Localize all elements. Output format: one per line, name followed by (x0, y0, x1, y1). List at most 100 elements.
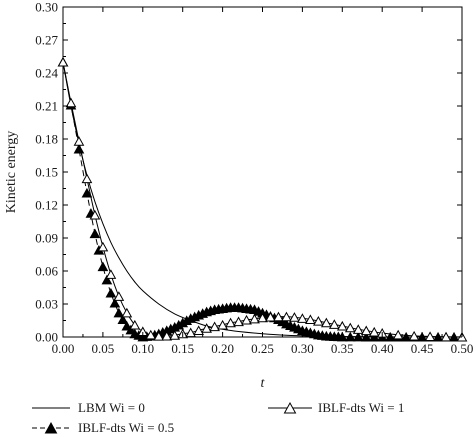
filled-triangle-marker (109, 297, 121, 308)
open-triangle-marker (289, 312, 300, 322)
y-tick-label: 0.06 (35, 264, 58, 279)
filled-triangle-marker (117, 314, 129, 324)
open-triangle-marker (225, 317, 236, 328)
legend-label: IBLF-dts Wi = 1 (318, 400, 404, 415)
legend-label: LBM Wi = 0 (78, 400, 145, 415)
plot-area-border (62, 6, 463, 338)
legend: LBM Wi = 0 IBLF-dts Wi = 0.5 IBLF-dts Wi =… (32, 400, 404, 435)
legend-item-1: LBM Wi = 0 (32, 400, 145, 415)
x-tick-label: 0.40 (371, 341, 394, 356)
open-triangle-marker (305, 314, 316, 324)
legend-label: IBLF-dts Wi = 0.5 (78, 420, 174, 435)
open-triangle-marker (336, 320, 348, 331)
legend-filled-triangle-marker (44, 422, 58, 434)
open-triangle-marker (249, 313, 260, 324)
open-triangle-marker (320, 317, 332, 328)
filled-triangle-marker (448, 331, 460, 342)
x-tick-label: 0.00 (52, 341, 75, 356)
filled-triangle-marker (352, 331, 364, 342)
filled-triangle-marker (360, 331, 372, 342)
plot-frame (62, 6, 463, 338)
filled-triangle-marker (97, 261, 109, 272)
open-triangle-marker (328, 319, 340, 329)
open-triangle-marker (360, 325, 372, 336)
y-tick-label: 0.24 (35, 66, 58, 81)
open-triangle-marker (105, 269, 117, 279)
x-tick-label: 0.35 (331, 341, 354, 356)
axis-ticks: 0.00 0.05 0.10 0.15 0.20 0.25 0.30 0.35 0.40 0.45… (35, 0, 473, 356)
open-triangle-marker (273, 311, 284, 322)
open-triangle-marker (233, 316, 244, 327)
open-triangle-marker (73, 136, 85, 146)
open-triangle-marker (368, 326, 380, 337)
filled-triangle-marker (105, 287, 117, 298)
legend-open-triangle-marker (283, 402, 297, 414)
open-triangle-marker (57, 56, 69, 67)
open-triangle-marker (65, 97, 77, 108)
series-markers (57, 56, 468, 342)
series-line-2 (62, 61, 462, 338)
filled-triangle-marker (113, 307, 125, 318)
filled-triangle-marker (89, 228, 101, 239)
open-triangle-marker (344, 322, 356, 333)
x-tick-label: 0.15 (171, 341, 194, 356)
x-tick-label: 0.30 (291, 341, 314, 356)
y-tick-label: 0.03 (35, 297, 58, 312)
open-triangle-marker (193, 325, 205, 335)
open-triangle-marker (352, 324, 364, 334)
open-triangle-marker (201, 323, 212, 333)
x-axis-title: t (261, 376, 266, 391)
open-triangle-marker (297, 313, 308, 323)
open-triangle-marker (424, 331, 436, 341)
open-triangle-marker (161, 330, 173, 341)
open-triangle-marker (281, 311, 292, 322)
series-lines (62, 61, 463, 338)
open-triangle-marker (313, 315, 324, 326)
legend-item-2: IBLF-dts Wi = 0.5 (32, 420, 174, 435)
open-triangle-marker (113, 291, 125, 301)
x-tick-label: 0.45 (411, 341, 434, 356)
open-triangle-marker (81, 173, 93, 184)
x-tick-label: 0.05 (92, 341, 115, 356)
x-tick-label: 0.20 (211, 341, 234, 356)
y-tick-label: 0.18 (35, 132, 58, 147)
x-tick-label: 0.25 (251, 341, 274, 356)
open-triangle-marker (169, 330, 181, 340)
y-tick-label: 0.00 (35, 330, 58, 345)
open-triangle-marker (97, 241, 109, 252)
y-tick-label: 0.30 (35, 0, 58, 15)
filled-triangle-marker (432, 331, 444, 342)
legend-item-3: IBLF-dts Wi = 1 (268, 400, 404, 415)
open-triangle-marker (217, 319, 228, 330)
open-triangle-marker (241, 314, 252, 325)
series-line-3 (62, 61, 463, 338)
y-tick-label: 0.12 (35, 198, 58, 213)
filled-triangle-marker (384, 331, 396, 342)
open-triangle-marker (408, 330, 420, 341)
y-axis-title: Kinetic energy (4, 131, 19, 214)
x-tick-label: 0.10 (131, 341, 154, 356)
y-tick-label: 0.15 (35, 165, 58, 180)
open-triangle-marker (265, 311, 276, 322)
open-triangle-marker (121, 307, 133, 318)
x-tick-label: 0.50 (451, 341, 474, 356)
open-triangle-marker (440, 331, 452, 342)
open-triangle-marker (153, 331, 165, 341)
y-tick-label: 0.21 (35, 99, 58, 114)
open-triangle-marker (145, 329, 157, 340)
filled-triangle-marker (73, 143, 85, 154)
open-triangle-marker (392, 329, 404, 340)
filled-triangle-marker (344, 331, 356, 342)
filled-triangle-marker (101, 274, 113, 285)
open-triangle-marker (257, 312, 268, 323)
open-triangle-marker (89, 209, 101, 220)
filled-triangle-marker (81, 187, 93, 198)
filled-triangle-marker (368, 331, 380, 342)
filled-triangle-marker (400, 331, 412, 342)
open-triangle-marker (209, 321, 220, 332)
y-tick-label: 0.27 (35, 33, 58, 48)
open-triangle-marker (129, 319, 141, 330)
series-line-1 (62, 61, 463, 338)
open-triangle-marker (185, 327, 197, 338)
